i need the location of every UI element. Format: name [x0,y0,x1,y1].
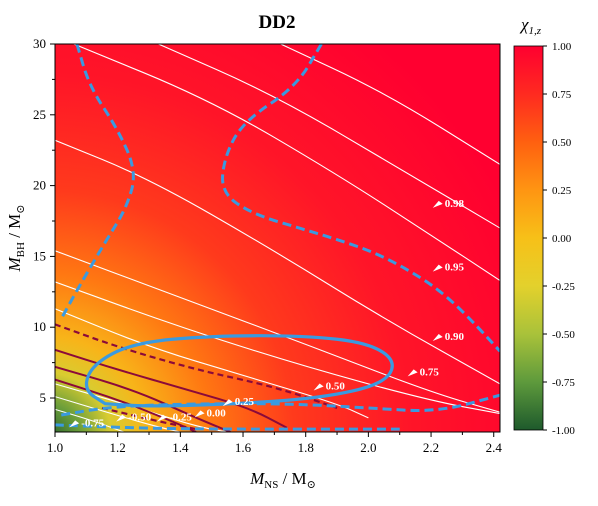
contour-level-label: 0.25 [235,396,255,408]
maroon-solid-line [55,365,231,432]
contour-level-label: 0.75 [420,366,440,378]
contour-level-label: -0.25 [169,412,192,424]
y-tick-label: 5 [40,390,47,405]
contour-line [55,250,500,413]
contour-line [280,44,500,165]
colorbar-tick-label: 0.00 [552,233,572,245]
contour-level-label: -0.50 [128,412,151,424]
white-contour-lines [55,44,500,432]
maroon-dashed-line [55,323,338,409]
contour-line [55,396,181,432]
colorbar [513,45,544,431]
y-axis-title: MBH / M⊙ [5,204,27,272]
x-tick-label: 1.2 [110,440,126,455]
contour-line [55,139,500,385]
contour-arrow-marker [194,410,205,418]
plot-area: 0.98 0.95 0.90 0.75 0.50 0.25 0.00 -0.25 -0.50 -0… [55,44,500,432]
contour-arrow-marker [432,333,443,341]
contour-arrow-marker [116,414,127,422]
contour-arrow-marker [313,383,324,391]
contour-level-label: 0.98 [445,198,465,210]
colorbar-tick-label: -0.75 [552,377,575,389]
heatmap-field [55,44,500,432]
contour-level-label: 0.95 [445,262,465,274]
colorbar-ticks: 1.00 0.75 0.50 0.25 0.00 -0.25 -0.50 -0.75 -1.00 [543,41,575,437]
y-tick-label: 10 [33,319,46,334]
x-axis-title: MNS / M⊙ [249,469,316,491]
colorbar-tick-label: -0.25 [552,281,575,293]
x-tick-label: 1.4 [172,440,189,455]
blue-dashed-line [221,44,500,353]
contour-arrow-marker [156,414,167,422]
y-tick-label: 30 [33,36,46,51]
contour-level-label: 0.90 [445,331,465,343]
y-tick-label: 20 [33,178,46,193]
region-boundaries [55,44,500,432]
colorbar-tick-label: -1.00 [552,425,575,437]
blue-dashed-line [59,44,135,320]
y-axis-ticks: 5 10 15 20 25 30 [33,36,55,405]
contour-labels: 0.98 0.95 0.90 0.75 0.50 0.25 0.00 -0.25 -0.50 -0… [69,198,464,429]
maroon-solid-line [55,378,197,432]
colorbar-tick-label: -0.50 [552,329,575,341]
x-tick-label: 2.2 [423,440,439,455]
contour-line [55,308,369,419]
blue-dashed-line [55,423,400,431]
contour-level-label: -0.75 [81,417,104,429]
contour-level-label: 0.50 [326,381,346,393]
colorbar-tick-label: 0.50 [552,137,572,149]
chart-title: DD2 [259,12,296,33]
contour-level-label: 0.00 [207,407,227,419]
maroon-solid-line [55,348,288,429]
blue-solid-loop [84,334,394,408]
contour-line [55,408,125,432]
contour-arrow-marker [407,369,418,377]
y-tick-label: 15 [33,248,46,263]
colorbar-tick-label: 0.25 [552,185,572,197]
contour-arrow-marker [222,399,233,407]
colorbar-tick-label: 0.75 [552,89,572,101]
y-tick-label: 25 [33,107,46,122]
plot-frame [54,43,501,433]
x-tick-label: 2.0 [360,440,376,455]
x-tick-label: 1.0 [47,440,63,455]
x-tick-label: 2.4 [486,440,503,455]
contour-line [73,44,500,281]
contour-line [55,281,500,415]
colorbar-tick-label: 1.00 [552,41,572,53]
contour-arrow-marker [432,200,443,208]
x-tick-label: 1.6 [235,440,252,455]
contour-arrow-marker [69,420,80,428]
x-tick-label: 1.8 [298,440,314,455]
contour-arrow-marker [432,264,443,272]
contour-line [158,44,500,229]
x-axis-ticks: 1.0 1.2 1.4 1.6 1.8 2.0 2.2 2.4 [47,432,502,455]
colorbar-title: χ1,z [519,15,542,37]
